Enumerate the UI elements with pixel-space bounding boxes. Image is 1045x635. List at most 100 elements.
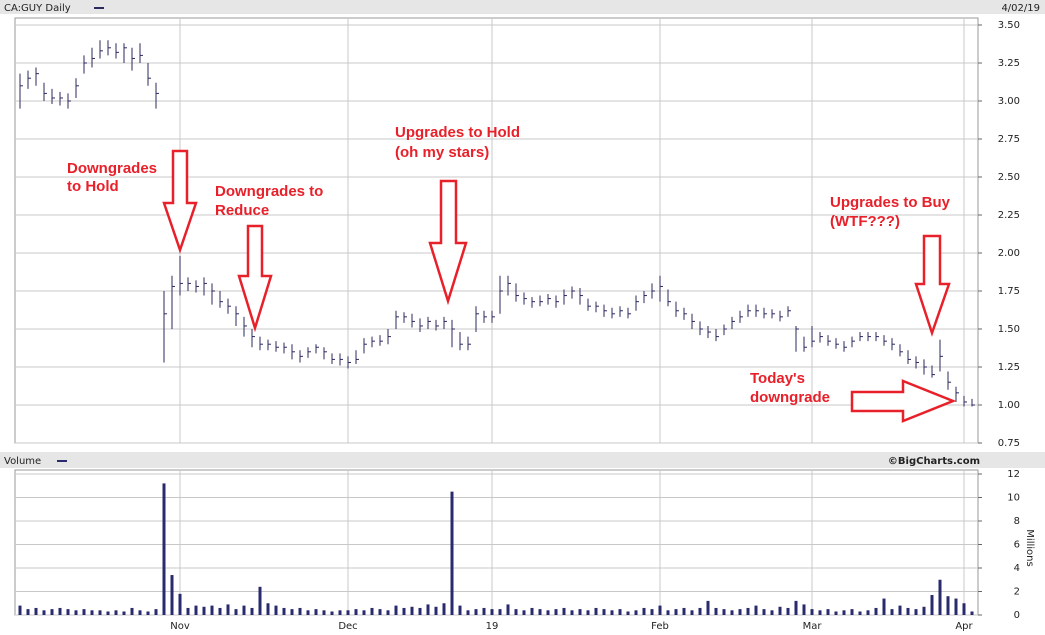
volume-bar	[858, 611, 862, 615]
volume-bar	[322, 610, 326, 615]
legend-swatch	[94, 7, 104, 9]
volume-bar	[442, 603, 446, 615]
volume-bar	[346, 610, 350, 615]
volume-bar	[530, 607, 534, 615]
volume-bar	[690, 610, 694, 615]
y-tick-label: 3.50	[998, 20, 1020, 31]
volume-bar	[498, 609, 502, 615]
volume-bar	[818, 610, 822, 615]
volume-bar	[722, 609, 726, 615]
arrow	[162, 149, 198, 254]
volume-bar	[314, 609, 318, 615]
annotation: Downgrades to	[215, 183, 323, 200]
volume-bar	[698, 607, 702, 615]
y-tick-label: 3.00	[998, 96, 1020, 107]
volume-bar	[674, 609, 678, 615]
volume-bar	[754, 605, 758, 615]
volume-bar	[242, 605, 246, 615]
arrow	[237, 224, 273, 333]
volume-bar	[50, 609, 54, 615]
volume-bar	[162, 483, 166, 615]
volume-bar	[946, 596, 950, 615]
volume-bar	[594, 607, 598, 615]
volume-bar	[354, 609, 358, 615]
volume-bar	[938, 579, 942, 615]
volume-bar	[138, 610, 142, 615]
arrow	[428, 179, 468, 306]
credit: ©BigCharts.com	[888, 456, 980, 467]
y-tick-label: 1.50	[998, 324, 1020, 335]
volume-bar	[26, 609, 30, 615]
y-tick-label: 6	[1014, 540, 1020, 551]
x-tick-label: Nov	[170, 621, 190, 632]
volume-bar	[730, 610, 734, 615]
volume-bar	[154, 609, 158, 615]
volume-bar	[226, 604, 230, 615]
volume-bar	[906, 607, 910, 615]
y-axis-label: Millions	[1024, 529, 1035, 566]
volume-bar	[42, 610, 46, 615]
y-tick-label: 1.75	[998, 286, 1020, 297]
volume-bar	[122, 611, 126, 615]
volume-bar	[602, 609, 606, 615]
volume-bar	[666, 610, 670, 615]
volume-bar	[778, 606, 782, 615]
volume-bar	[786, 607, 790, 615]
volume-bar	[378, 609, 382, 615]
y-tick-label: 0.75	[998, 438, 1020, 449]
price-plot	[14, 17, 979, 444]
annotation: downgrade	[750, 389, 830, 406]
y-tick-label: 3.25	[998, 58, 1020, 69]
volume-bar	[234, 609, 238, 615]
date-label: 4/02/19	[1001, 3, 1040, 14]
volume-bar	[954, 598, 958, 615]
volume-bar	[570, 610, 574, 615]
volume-bar	[394, 605, 398, 615]
volume-bar	[170, 575, 174, 615]
annotation: Today's	[750, 370, 805, 387]
volume-bar	[210, 605, 214, 615]
y-tick-label: 8	[1014, 516, 1020, 527]
volume-bar	[682, 607, 686, 615]
volume-bar	[434, 606, 438, 615]
volume-bar	[34, 607, 38, 615]
volume-bar	[746, 607, 750, 615]
volume-bar	[250, 607, 254, 615]
volume-bar	[866, 610, 870, 615]
volume-bar	[650, 609, 654, 615]
annotations: Downgrades to Hold Downgrades to Reduce …	[67, 124, 957, 423]
volume-bar	[890, 609, 894, 615]
volume-bar	[18, 605, 22, 615]
volume-bar	[930, 595, 934, 615]
volume-bar	[970, 611, 974, 615]
volume-bar	[82, 609, 86, 615]
volume-bar	[626, 611, 630, 615]
volume-bar	[338, 610, 342, 615]
volume-bar	[290, 609, 294, 615]
volume-bar	[546, 610, 550, 615]
y-tick-label: 2.25	[998, 210, 1020, 221]
y-tick-label: 4	[1014, 563, 1020, 574]
volume-bar	[130, 607, 134, 615]
volume-bar	[506, 604, 510, 615]
annotation: Upgrades to Buy	[830, 194, 951, 211]
volume-bar	[482, 607, 486, 615]
volume-bar	[370, 607, 374, 615]
volume-bar	[554, 609, 558, 615]
annotation: (WTF???)	[830, 213, 900, 230]
volume-bar	[66, 609, 70, 615]
y-tick-label: 1.00	[998, 400, 1020, 411]
x-tick-label: Apr	[955, 621, 973, 632]
volume-bar	[810, 609, 814, 615]
volume-bar	[98, 610, 102, 615]
volume-bar	[186, 607, 190, 615]
volume-bar	[658, 605, 662, 615]
x-tick-label: Mar	[803, 621, 823, 632]
volume-bar	[922, 606, 926, 615]
volume-bar	[962, 603, 966, 615]
y-tick-label: 0	[1014, 610, 1020, 621]
volume-bar	[474, 609, 478, 615]
volume-bar	[898, 605, 902, 615]
volume-bar	[258, 586, 262, 615]
